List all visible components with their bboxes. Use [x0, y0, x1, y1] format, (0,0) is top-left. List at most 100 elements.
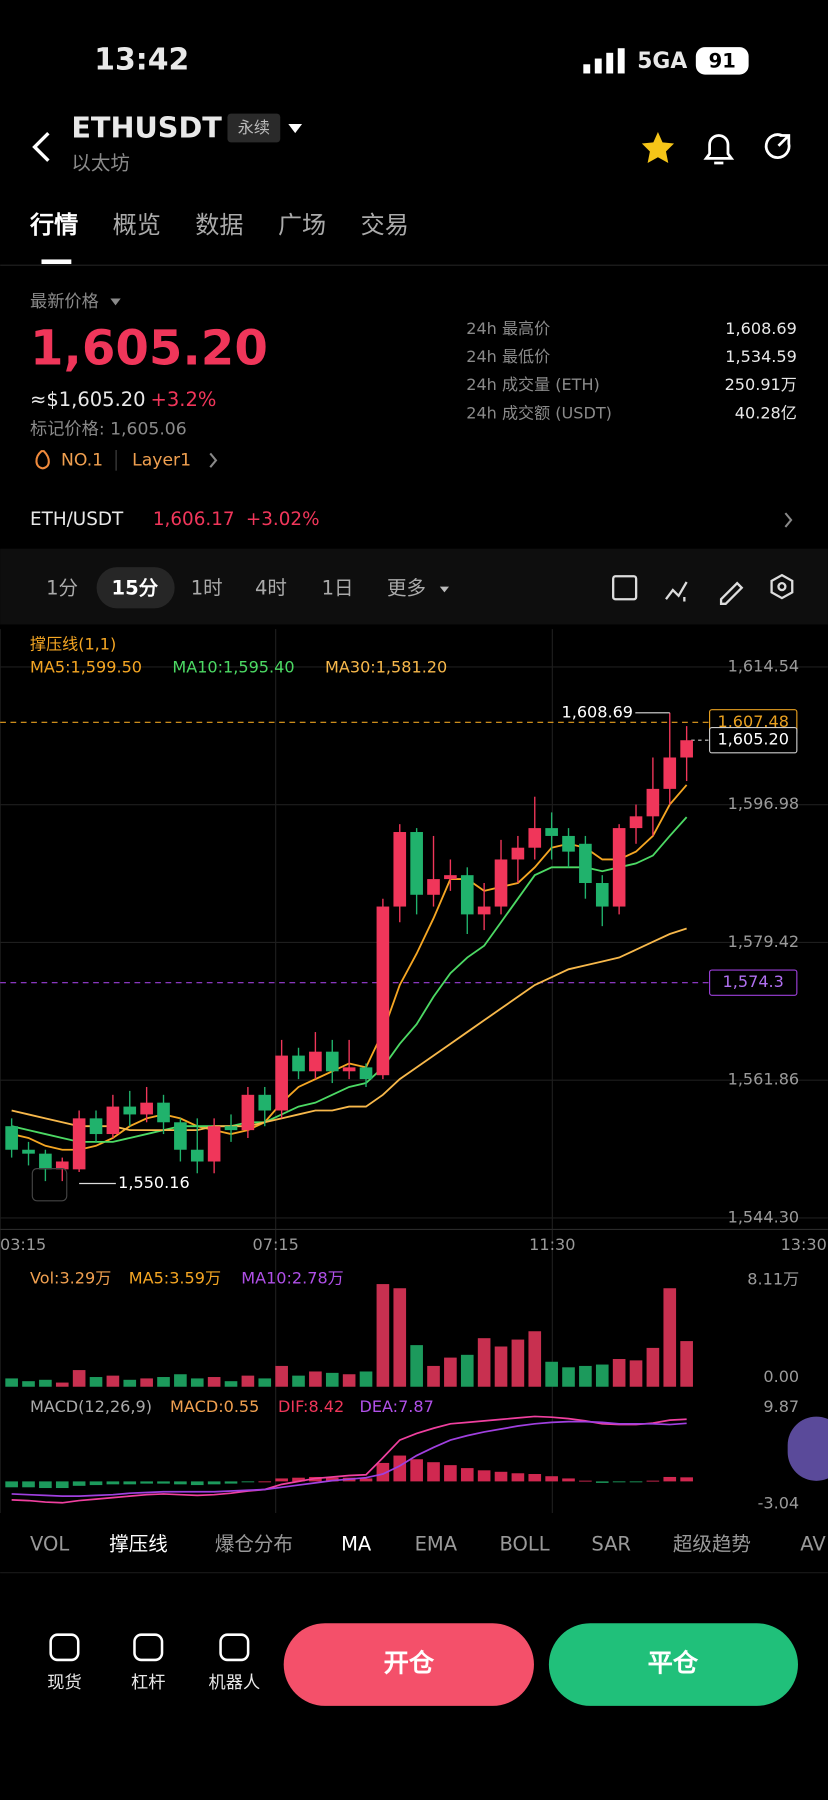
volume-bar [89, 1377, 103, 1387]
nav-label[interactable]: 现货 [47, 1673, 81, 1693]
back-button[interactable] [32, 131, 50, 162]
alert-button[interactable] [703, 134, 735, 165]
interval-selected [96, 567, 175, 609]
tab[interactable]: 交易 [361, 211, 409, 239]
candle-body [22, 1149, 35, 1154]
volume-bar [511, 1339, 525, 1387]
level-label: 1,574.3 [723, 972, 784, 991]
level-label: 1,607.48 [717, 712, 789, 731]
interval[interactable]: 1分 [46, 576, 78, 599]
tab[interactable]: 广场 [278, 211, 326, 239]
legend-entry: MA30:1,581.20 [325, 658, 447, 677]
indicator-tab[interactable]: MA [341, 1533, 372, 1556]
candle-body [595, 883, 609, 907]
volume-bar [680, 1341, 693, 1387]
macd-bar [55, 1481, 69, 1489]
x-tick-label: 13:30 [781, 1235, 827, 1254]
macd-bar [190, 1481, 204, 1486]
volume-bar [207, 1377, 221, 1387]
close-position-button[interactable] [548, 1623, 798, 1706]
macd-tick-label: 9.87 [763, 1397, 799, 1416]
signal-icon [583, 48, 625, 74]
candle-body [528, 828, 542, 848]
price-label-dropdown[interactable] [110, 298, 121, 306]
macd-bar [393, 1455, 407, 1482]
indicator-tab[interactable]: 爆仓分布 [215, 1533, 293, 1556]
macd-bar [579, 1480, 592, 1482]
macd-bar [207, 1481, 221, 1485]
battery-level: 91 [709, 49, 736, 72]
indicator-tab[interactable]: EMA [415, 1533, 458, 1556]
macd-bar [410, 1459, 423, 1482]
volume-bar [22, 1381, 35, 1387]
macd-bar [241, 1481, 255, 1483]
nav-icon[interactable] [133, 1633, 164, 1662]
battery-icon [695, 47, 749, 75]
chart-tools[interactable] [612, 573, 794, 605]
macd-bar [477, 1470, 491, 1482]
volume-bar [393, 1288, 407, 1387]
macd-bar [460, 1468, 474, 1482]
candle-body [207, 1126, 221, 1162]
volume-bar [224, 1381, 238, 1387]
rank-icon [35, 450, 50, 470]
candle-body [89, 1118, 103, 1135]
sector-tag[interactable]: Layer1 [132, 450, 191, 470]
macd-dea-line [11, 1420, 687, 1498]
interval[interactable]: 15分 [112, 576, 159, 599]
close-position-label: 平仓 [648, 1649, 699, 1678]
ma-line [11, 816, 688, 1143]
macd-legend: MACD(12,26,9) [30, 1397, 152, 1416]
floating-widget[interactable] [787, 1416, 828, 1481]
tab[interactable]: 行情 [29, 211, 78, 239]
indicator-tab[interactable]: 超级趋势 [673, 1533, 751, 1556]
tab-indicator [41, 259, 72, 265]
nav-label[interactable]: 杠杆 [131, 1673, 165, 1693]
nav-icon[interactable] [219, 1633, 250, 1662]
indicator-tab[interactable]: AV [800, 1533, 826, 1556]
volume-tick-label: 8.11万 [747, 1269, 799, 1288]
candle-body [359, 1067, 373, 1080]
interval[interactable]: 更多 [387, 576, 426, 599]
stat-value: 40.28亿 [735, 403, 797, 422]
share-button[interactable] [764, 133, 791, 159]
macd-bar [646, 1480, 660, 1482]
indicator-tab[interactable]: 撑压线 [109, 1533, 168, 1556]
symbol-dropdown[interactable] [288, 123, 303, 134]
volume-bar [579, 1365, 592, 1387]
volume-bar [190, 1378, 204, 1387]
nav-label[interactable]: 机器人 [209, 1673, 261, 1693]
candle-body [376, 906, 390, 1076]
volume-bar [460, 1354, 474, 1387]
nav-icon[interactable] [49, 1633, 80, 1662]
open-position-button[interactable] [283, 1623, 534, 1706]
candle-body [646, 788, 660, 817]
stat-label: 24h 最高价 [466, 319, 550, 338]
macd-bar [89, 1481, 103, 1486]
expand-button[interactable] [31, 1168, 68, 1202]
favorite-button[interactable] [641, 132, 675, 164]
tab[interactable]: 概览 [113, 211, 161, 239]
indicator-tab[interactable]: VOL [30, 1533, 69, 1556]
pair-arrow [784, 512, 793, 528]
pair-change: +3.02% [246, 509, 320, 530]
indicator-tab[interactable]: BOLL [500, 1533, 550, 1556]
interval[interactable]: 1日 [322, 576, 354, 599]
indicator-tab[interactable]: SAR [591, 1533, 631, 1556]
candle-body [72, 1118, 86, 1170]
macd-bar [123, 1481, 137, 1485]
interval[interactable]: 4时 [255, 576, 287, 599]
volume-bar [39, 1379, 52, 1387]
volume-bar [444, 1357, 457, 1387]
volume-bar [494, 1346, 508, 1387]
candle-body [106, 1106, 120, 1135]
tab[interactable]: 数据 [195, 211, 243, 239]
candle-body [663, 757, 677, 789]
volume-bar [595, 1364, 609, 1387]
open-position-label: 开仓 [384, 1649, 435, 1678]
pair-name[interactable]: ETH/USDT [30, 509, 124, 530]
macd-bar [174, 1481, 187, 1485]
interval[interactable]: 1时 [191, 576, 223, 599]
macd-bar [22, 1481, 35, 1488]
